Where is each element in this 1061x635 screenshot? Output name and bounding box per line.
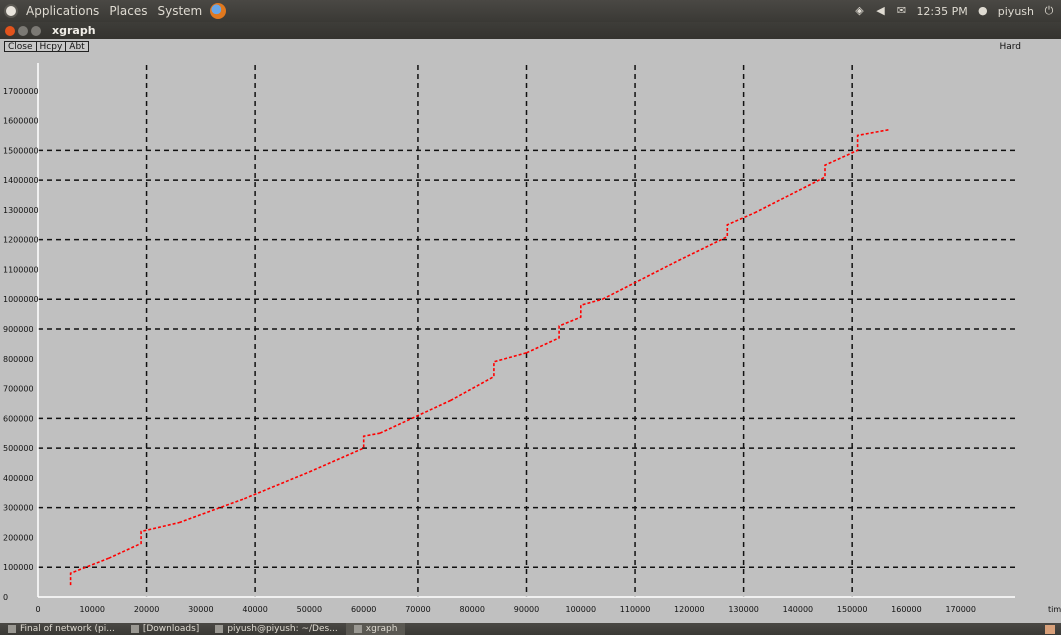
taskbar-item-label: Final of network (pi... xyxy=(20,624,115,634)
network-icon[interactable]: ◈ xyxy=(855,4,864,17)
taskbar-item-downloads[interactable]: [Downloads] xyxy=(123,623,207,635)
graph-plot: 0 10000 20000 30000 40000 50000 60000 70000 8000… xyxy=(3,63,1061,614)
close-window-icon[interactable] xyxy=(5,25,15,36)
window-title: xgraph xyxy=(52,24,96,37)
firefox-icon[interactable] xyxy=(210,3,227,19)
series-segment xyxy=(309,432,381,473)
series-segment xyxy=(178,497,245,524)
x-tick-label: 10000 xyxy=(80,605,105,614)
series-segment xyxy=(602,259,679,300)
y-tick-label: 100000 xyxy=(3,563,34,572)
y-tick-label: 1200000 xyxy=(3,236,39,245)
y-tick-label: 0 xyxy=(3,593,8,602)
series-segment xyxy=(526,298,603,354)
x-tick-label: 140000 xyxy=(783,605,814,614)
x-tick-label: 120000 xyxy=(674,605,705,614)
y-tick-label: 1300000 xyxy=(3,206,39,215)
terminal-icon xyxy=(215,625,224,633)
x-tick-label: 70000 xyxy=(405,605,430,614)
taskbar-item-pdf[interactable]: Final of network (pi... xyxy=(0,623,123,635)
x-tick-label: 40000 xyxy=(242,605,267,614)
taskbar-item-terminal[interactable]: piyush@piyush: ~/Des... xyxy=(207,623,345,635)
toolbar-right-label: Hard xyxy=(999,42,1021,52)
volume-icon[interactable]: ◀ xyxy=(876,4,885,17)
window-titlebar[interactable]: xgraph xyxy=(0,22,1061,39)
places-menu[interactable]: Places xyxy=(109,4,148,18)
series-segment xyxy=(678,212,755,262)
series-segment xyxy=(243,471,310,500)
user-icon: ● xyxy=(977,4,988,17)
x-axis-label: time xyxy=(1048,605,1061,614)
about-button[interactable]: Abt xyxy=(65,41,89,52)
y-tick-label: 1500000 xyxy=(3,146,39,155)
x-tick-label: 150000 xyxy=(837,605,868,614)
series-segment xyxy=(379,399,451,434)
y-tick-label: 900000 xyxy=(3,325,34,334)
system-tray: ◈ ◀ ✉ 12:35 PM ● piyush ⏻ xyxy=(853,5,1061,18)
tick-labels: 0 10000 20000 30000 40000 50000 60000 70000 8000… xyxy=(3,87,976,614)
taskbar-item-label: piyush@piyush: ~/Des... xyxy=(227,624,338,634)
x-tick-label: 90000 xyxy=(514,605,539,614)
series-segment xyxy=(69,557,109,586)
x-tick-label: 60000 xyxy=(351,605,376,614)
power-icon[interactable]: ⏻ xyxy=(1044,4,1054,17)
grid-lines xyxy=(38,65,1015,597)
user-name[interactable]: piyush xyxy=(997,4,1034,18)
series-segment xyxy=(754,128,891,214)
series-segment xyxy=(450,352,527,402)
folder-icon xyxy=(130,625,139,633)
x-tick-label: 20000 xyxy=(134,605,159,614)
taskbar: Final of network (pi... [Downloads] piyu… xyxy=(0,623,1061,635)
y-tick-label: 300000 xyxy=(3,504,34,513)
y-tick-label: 1600000 xyxy=(3,117,39,126)
data-series xyxy=(69,128,891,586)
y-tick-label: 1700000 xyxy=(3,87,39,96)
system-menu[interactable]: System xyxy=(157,4,203,18)
clock[interactable]: 12:35 PM xyxy=(916,4,968,18)
xgraph-toolbar: Close Hcpy Abt Hard xyxy=(0,39,1061,61)
x-tick-label: 50000 xyxy=(297,605,322,614)
x-tick-label: 100000 xyxy=(566,605,597,614)
main-menu: Applications Places System xyxy=(0,3,227,19)
xgraph-icon xyxy=(353,625,362,633)
x-tick-label: 160000 xyxy=(891,605,922,614)
taskbar-item-xgraph[interactable]: xgraph xyxy=(345,623,406,635)
toolbar-buttons: Close Hcpy Abt xyxy=(4,41,89,52)
close-button[interactable]: Close xyxy=(4,41,37,52)
maximize-window-icon[interactable] xyxy=(31,25,41,36)
x-tick-label: 30000 xyxy=(188,605,213,614)
x-tick-label: 170000 xyxy=(945,605,976,614)
y-tick-label: 600000 xyxy=(3,414,34,423)
y-tick-label: 800000 xyxy=(3,355,34,364)
y-tick-label: 1100000 xyxy=(3,265,39,274)
y-tick-label: 500000 xyxy=(3,444,34,453)
x-tick-label: 80000 xyxy=(459,605,484,614)
x-tick-label: 110000 xyxy=(620,605,651,614)
ubuntu-logo-icon[interactable] xyxy=(4,4,18,18)
hardcopy-button[interactable]: Hcpy xyxy=(35,41,67,52)
applications-menu[interactable]: Applications xyxy=(26,4,100,18)
taskbar-item-label: [Downloads] xyxy=(142,624,200,634)
minimize-window-icon[interactable] xyxy=(18,25,28,36)
y-tick-label: 200000 xyxy=(3,533,34,542)
x-tick-label: 0 xyxy=(35,605,40,614)
document-icon xyxy=(8,625,16,633)
taskbar-item-label: xgraph xyxy=(365,624,398,634)
y-tick-label: 1400000 xyxy=(3,176,39,185)
trash-icon[interactable] xyxy=(1045,624,1055,634)
y-tick-label: 1000000 xyxy=(3,295,39,304)
top-panel: Applications Places System ◈ ◀ ✉ 12:35 P… xyxy=(0,0,1061,22)
y-tick-label: 400000 xyxy=(3,474,34,483)
series-segment xyxy=(108,521,180,560)
y-tick-label: 700000 xyxy=(3,385,34,394)
mail-icon[interactable]: ✉ xyxy=(896,4,907,17)
axes xyxy=(37,63,1015,598)
x-tick-label: 130000 xyxy=(728,605,759,614)
